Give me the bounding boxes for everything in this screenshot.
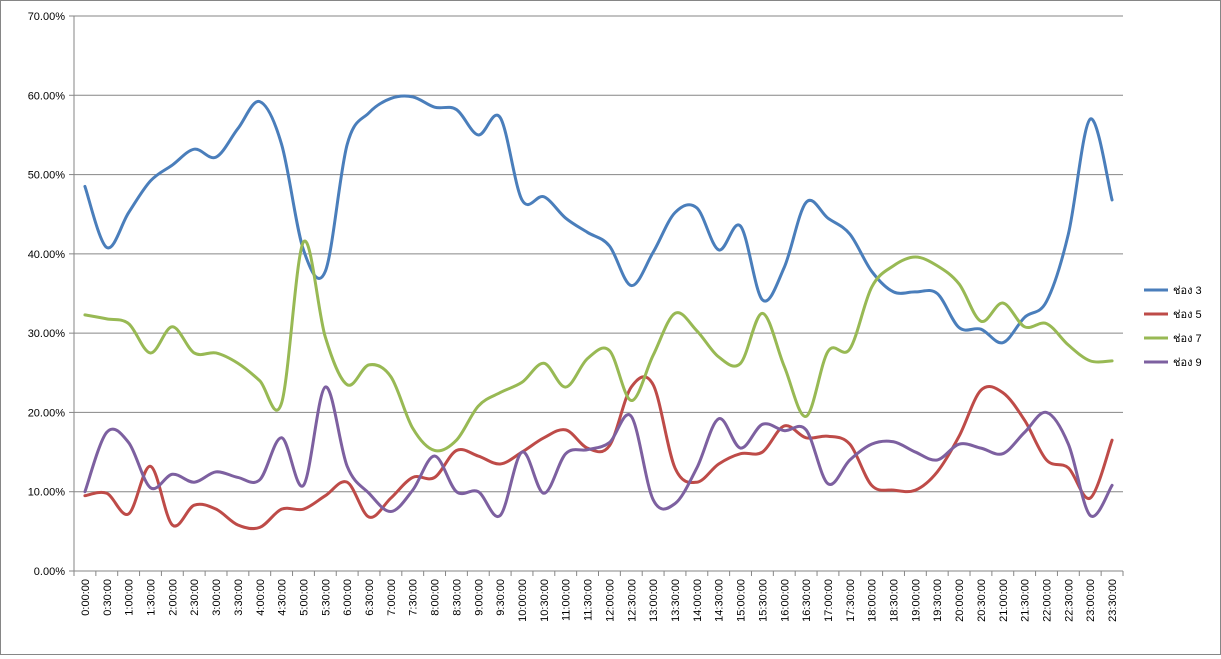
legend-item: ช่อง 3 bbox=[1144, 285, 1202, 297]
x-tick-label: 12:00:00 bbox=[604, 579, 616, 622]
x-tick-label: 20:00:00 bbox=[954, 579, 966, 622]
y-tick-label: 70.00% bbox=[28, 11, 66, 23]
x-tick-label: 14:30:00 bbox=[714, 579, 726, 622]
x-tick-label: 12:30:00 bbox=[626, 579, 638, 622]
x-tick-label: 0:30:00 bbox=[102, 579, 114, 616]
series-lines bbox=[83, 94, 1114, 531]
x-tick-label: 3:30:00 bbox=[233, 579, 245, 616]
x-tick-label: 13:00:00 bbox=[648, 579, 660, 622]
x-tick-label: 11:30:00 bbox=[583, 579, 595, 621]
y-tick-label: 10.00% bbox=[28, 487, 66, 499]
x-tick-label: 4:30:00 bbox=[277, 579, 289, 616]
x-tick-label: 3:00:00 bbox=[211, 579, 223, 616]
x-tick-label: 11:00:00 bbox=[561, 579, 573, 621]
x-tick-label: 21:30:00 bbox=[1020, 579, 1032, 622]
x-tick-label: 1:00:00 bbox=[124, 579, 136, 616]
x-tick-label: 5:00:00 bbox=[298, 579, 310, 616]
x-tick-label: 7:00:00 bbox=[386, 579, 398, 616]
x-tick-label: 18:00:00 bbox=[867, 579, 879, 622]
x-tick-label: 4:00:00 bbox=[255, 579, 267, 616]
series-line-1 bbox=[83, 94, 1114, 345]
legend-item: ช่อง 5 bbox=[1144, 309, 1202, 321]
x-tick-label: 13:30:00 bbox=[670, 579, 682, 622]
y-tick-label: 20.00% bbox=[28, 407, 66, 419]
x-tick-label: 17:30:00 bbox=[845, 579, 857, 622]
x-tick-label: 2:00:00 bbox=[167, 579, 179, 616]
legend-label: ช่อง 5 bbox=[1173, 309, 1202, 321]
x-tick-label: 21:00:00 bbox=[998, 579, 1010, 622]
x-tick-label: 23:00:00 bbox=[1085, 579, 1097, 622]
x-tick-label: 6:00:00 bbox=[342, 579, 354, 616]
x-tick-label: 16:00:00 bbox=[779, 579, 791, 622]
x-tick-label: 1:30:00 bbox=[145, 579, 157, 616]
y-tick-label: 40.00% bbox=[28, 249, 66, 261]
x-tick-label: 22:00:00 bbox=[1042, 579, 1054, 622]
x-tick-label: 10:00:00 bbox=[517, 579, 529, 622]
x-tick-label: 5:30:00 bbox=[320, 579, 332, 616]
x-axis-tick-labels: 0:00:00 0:30:00 1:00:00 1:30:00 2:00:00 2:30:… bbox=[73, 571, 1124, 622]
x-tick-label: 23:30:00 bbox=[1107, 579, 1119, 622]
x-tick-label: 2:30:00 bbox=[189, 579, 201, 616]
x-tick-label: 16:30:00 bbox=[801, 579, 813, 622]
x-tick-label: 15:00:00 bbox=[736, 579, 748, 622]
x-tick-label: 9:30:00 bbox=[495, 579, 507, 616]
legend-label: ช่อง 3 bbox=[1173, 285, 1202, 297]
legend-label: ช่อง 9 bbox=[1173, 357, 1202, 369]
x-tick-label: 20:30:00 bbox=[976, 579, 988, 622]
x-tick-label: 19:00:00 bbox=[910, 579, 922, 622]
x-tick-label: 19:30:00 bbox=[932, 579, 944, 622]
legend-item: ช่อง 7 bbox=[1144, 333, 1202, 345]
series-line-4 bbox=[83, 385, 1114, 519]
gridlines bbox=[74, 15, 1123, 493]
x-tick-label: 6:30:00 bbox=[364, 579, 376, 616]
x-tick-label: 8:00:00 bbox=[430, 579, 442, 616]
series-line-3 bbox=[83, 239, 1114, 453]
y-tick-label: 60.00% bbox=[28, 90, 66, 102]
x-tick-label: 0:00:00 bbox=[80, 579, 92, 616]
y-tick-label: 50.00% bbox=[28, 170, 66, 182]
x-tick-label: 9:00:00 bbox=[473, 579, 485, 616]
x-tick-label: 14:00:00 bbox=[692, 579, 704, 622]
x-tick-label: 18:30:00 bbox=[889, 579, 901, 622]
x-tick-label: 17:00:00 bbox=[823, 579, 835, 622]
y-tick-label: 0.00% bbox=[34, 566, 65, 578]
series-line-2 bbox=[83, 375, 1114, 531]
legend: ช่อง 3 ช่อง 5 ช่อง 7 ช่อง 9 bbox=[1144, 285, 1202, 369]
y-tick-label: 30.00% bbox=[28, 328, 66, 340]
legend-label: ช่อง 7 bbox=[1173, 333, 1202, 345]
legend-item: ช่อง 9 bbox=[1144, 357, 1202, 369]
x-tick-label: 8:30:00 bbox=[451, 579, 463, 616]
y-axis-tick-labels: 0.00% 10.00% 20.00% 30.00% 40.00% 50.00% 60.00… bbox=[28, 11, 74, 578]
x-tick-label: 22:30:00 bbox=[1063, 579, 1075, 622]
x-tick-label: 15:30:00 bbox=[757, 579, 769, 622]
x-tick-label: 10:30:00 bbox=[539, 579, 551, 622]
x-tick-label: 7:30:00 bbox=[408, 579, 420, 616]
